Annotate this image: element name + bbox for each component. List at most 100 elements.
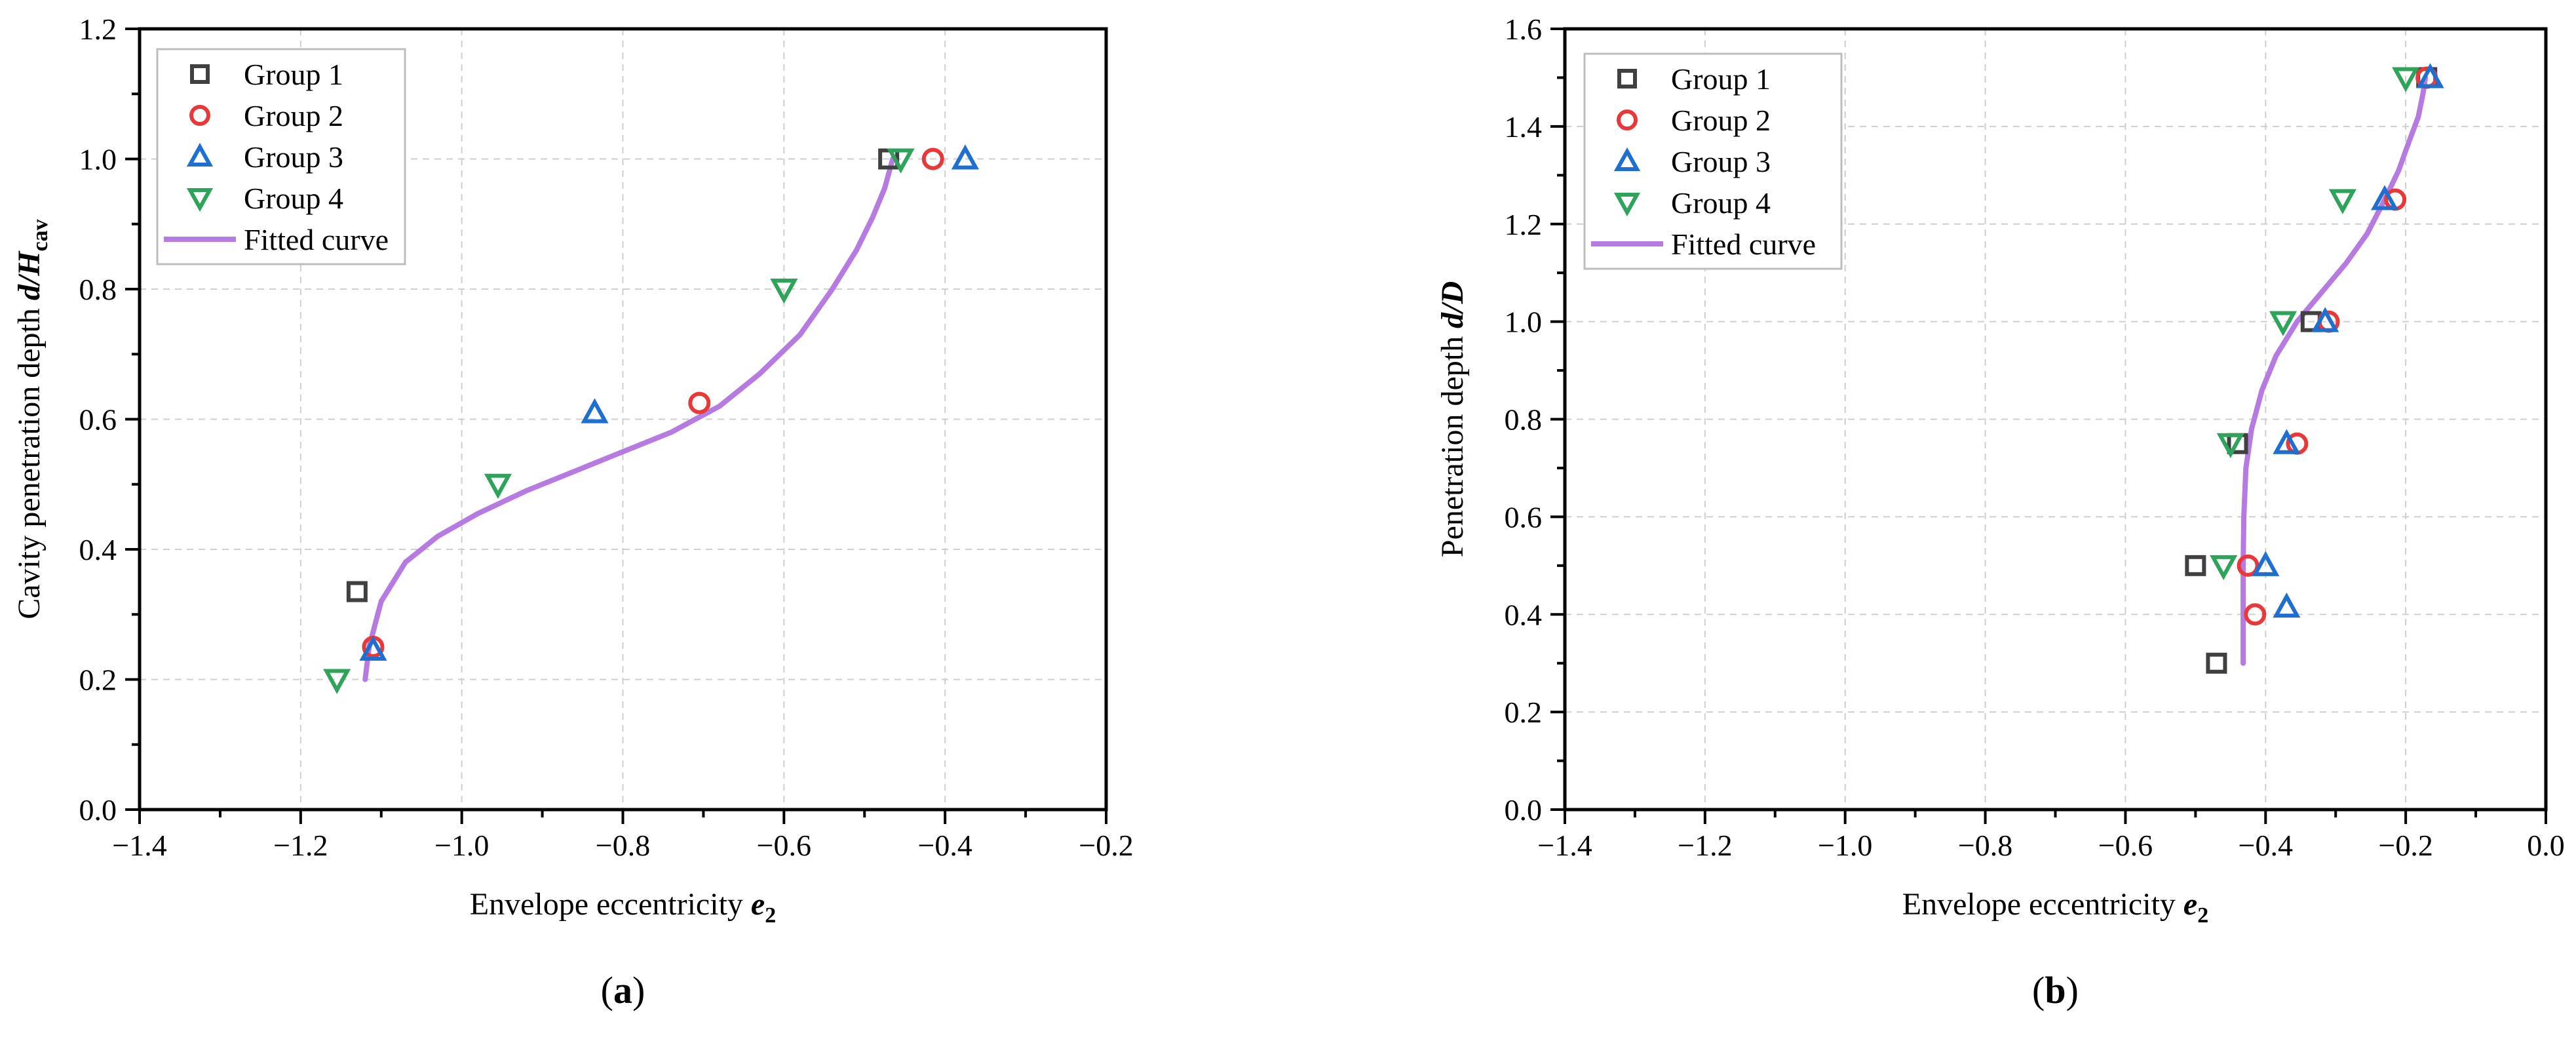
x-axis-title: Envelope eccentricity e2 (470, 887, 776, 928)
y-tick-label: 0.2 (1505, 696, 1543, 729)
data-point-group-4 (323, 669, 351, 694)
y-axis-title: Cavity penetration depth d/Hcav (12, 219, 52, 619)
panel-label-letter: a (613, 969, 632, 1012)
data-point-group-1 (2206, 652, 2227, 674)
x-tick-label: −0.2 (1079, 829, 1133, 862)
data-point-group-3 (2273, 592, 2301, 618)
y-tick-label: 0.6 (1505, 500, 1543, 534)
y-tick-label: 1.0 (1505, 305, 1543, 339)
fitted-curve-line (2240, 75, 2429, 666)
x-tick-label: −0.8 (1958, 829, 2012, 862)
x-tick-label: −1.0 (1818, 829, 1872, 862)
data-point-group-4 (2269, 311, 2297, 336)
legend: Group 1 Group 2 Group 3 Group 4 Fitted curve (156, 48, 406, 265)
legend-label: Group 4 (244, 182, 343, 215)
data-point-group-1 (346, 581, 368, 602)
legend: Group 1 Group 2 Group 3 Group 4 Fitted curve (1583, 52, 1843, 270)
legend-label: Group 4 (1671, 186, 1771, 220)
data-point-group-3 (581, 398, 609, 423)
chart-panel-b: −1.4 −1.2 −1.0 −0.8 −0.6 −0.4 −0.2 0.0 0.0 0.2 0.4… (1435, 12, 2565, 1012)
panel-label: (b) (2032, 969, 2079, 1012)
y-tick-label: 0.6 (79, 403, 117, 437)
x-tick-label: 0.0 (2527, 829, 2565, 862)
y-tick-label: 0.8 (79, 273, 117, 306)
legend-swatch-group-4 (186, 188, 214, 212)
data-point-group-4 (2328, 189, 2356, 214)
x-axis-title-subscript: 2 (765, 903, 776, 928)
y-axis-title-text: Cavity penetration depth (12, 300, 47, 619)
y-axis-title-text: Penetration depth (1435, 328, 1470, 557)
data-point-group-3 (359, 635, 387, 661)
panel-label-close: ) (2066, 969, 2079, 1012)
x-axis-title: Envelope eccentricity e2 (1902, 887, 2208, 928)
panel-label-letter: b (2045, 969, 2066, 1012)
legend-box (1583, 52, 1843, 270)
legend-swatch-group-2 (189, 105, 210, 126)
data-point-group-4 (2210, 555, 2238, 581)
fitted-curve-line (362, 156, 896, 682)
data-point-group-4 (2216, 433, 2244, 458)
legend-label: Group 2 (244, 99, 343, 132)
legend-label: Fitted curve (244, 223, 389, 256)
panel-label-open: ( (601, 969, 613, 1012)
y-axis-title: Penetration depth d/D (1435, 281, 1470, 557)
data-point-group-4 (484, 473, 512, 499)
legend-label: Group 3 (1671, 145, 1771, 178)
y-tick-label: 1.0 (79, 143, 117, 176)
x-axis-title-text: Envelope eccentricity (470, 887, 751, 922)
legend-swatch-group-4 (1613, 193, 1641, 217)
y-tick-label: 0.2 (79, 663, 117, 697)
y-tick-label: 0.4 (79, 533, 117, 566)
y-tick-label: 1.4 (1505, 110, 1543, 144)
data-point-group-4 (770, 279, 798, 304)
data-point-group-3 (2252, 551, 2280, 576)
legend-swatch-group-1 (190, 64, 210, 84)
y-axis-title-symbol: d/H (12, 250, 47, 300)
panel-label-open: ( (2032, 969, 2045, 1012)
data-point-group-4 (887, 148, 915, 174)
legend-swatch-group-3 (186, 142, 214, 167)
y-tick-label: 0.8 (1505, 403, 1543, 437)
legend-swatch-group-3 (1613, 147, 1641, 171)
x-tick-label: −0.4 (2239, 829, 2293, 862)
data-point-group-3 (2273, 429, 2301, 454)
data-point-group-2 (688, 391, 711, 414)
y-tick-label: 1.6 (1505, 12, 1543, 46)
x-tick-label: −1.4 (112, 829, 166, 862)
data-point-group-2 (2237, 554, 2259, 577)
data-point-group-1 (2185, 555, 2206, 576)
data-point-group-3 (2416, 63, 2444, 88)
legend-label: Group 2 (1671, 104, 1771, 137)
x-tick-label: −0.4 (917, 829, 972, 862)
panel-label-close: ) (632, 969, 645, 1012)
legend-swatch-group-1 (1617, 69, 1637, 88)
y-tick-label: 0.0 (79, 793, 117, 827)
chart-panel-a: −1.4 −1.2 −1.0 −0.8 −0.6 −0.4 −0.2 0.0 0.2 0.4 0.6… (12, 12, 1134, 1012)
y-axis-title-subscript: cav (28, 219, 52, 251)
x-tick-label: −1.4 (1537, 829, 1592, 862)
y-tick-label: 1.2 (79, 12, 117, 46)
x-axis-title-text: Envelope eccentricity (1902, 887, 2183, 922)
data-point-group-3 (2311, 307, 2339, 332)
data-point-group-2 (921, 147, 944, 170)
x-tick-label: −1.2 (1678, 829, 1732, 862)
x-tick-label: −0.8 (596, 829, 650, 862)
data-point-group-3 (951, 144, 979, 170)
y-tick-label: 1.2 (1505, 208, 1543, 241)
y-tick-label: 0.0 (1505, 793, 1543, 827)
legend-label: Fitted curve (1671, 227, 1816, 261)
legend-label: Group 3 (244, 140, 343, 174)
y-axis-title-symbol: d/D (1435, 281, 1470, 328)
panel-label: (a) (601, 969, 645, 1012)
data-point-group-4 (2392, 67, 2420, 92)
x-tick-label: −0.6 (2098, 829, 2153, 862)
legend-box (156, 48, 406, 265)
x-tick-label: −1.2 (273, 829, 328, 862)
legend-swatch-group-2 (1617, 109, 1638, 130)
data-point-group-2 (2244, 603, 2267, 626)
x-axis-title-subscript: 2 (2197, 903, 2208, 928)
data-point-group-3 (2370, 185, 2399, 210)
x-tick-label: −0.6 (757, 829, 811, 862)
